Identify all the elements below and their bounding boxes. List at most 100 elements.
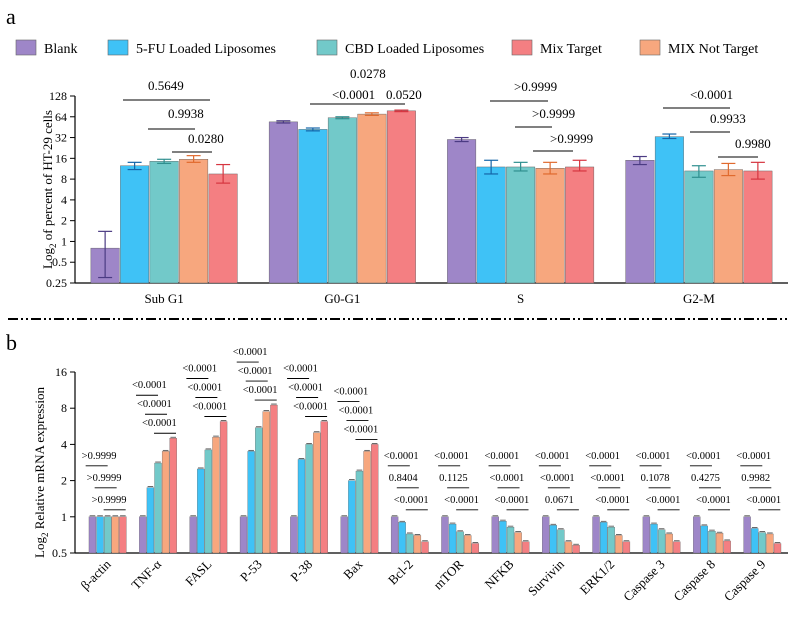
bar-b	[340, 516, 348, 554]
y-tick-label-a: 64	[55, 110, 67, 124]
bar-b	[491, 516, 499, 554]
bar-b	[204, 449, 213, 554]
bar-b	[313, 432, 321, 554]
category-label-b: Survivin	[525, 556, 568, 599]
p-value-b: <0.0001	[293, 402, 328, 413]
p-value-b: <0.0001	[686, 451, 721, 462]
category-label-b: NFKB	[482, 556, 517, 591]
legend-label: MIX Not Target	[668, 42, 758, 57]
p-value-b: <0.0001	[394, 495, 429, 506]
p-value-b: <0.0001	[696, 495, 731, 506]
legend-label: Mix Target	[540, 42, 602, 57]
p-value-a: >0.9999	[514, 79, 557, 94]
p-value-b: <0.0001	[746, 495, 781, 506]
p-value-b: >0.9999	[87, 473, 122, 484]
p-value-a: 0.9938	[168, 106, 204, 121]
bar-b	[96, 516, 104, 554]
bar-b	[146, 487, 155, 554]
bar-b	[542, 516, 550, 554]
p-value-b: >0.9999	[82, 451, 117, 462]
bar-a	[743, 170, 773, 284]
bar-a	[386, 110, 416, 284]
p-value-b: <0.0001	[384, 451, 419, 462]
p-value-b: <0.0001	[490, 473, 525, 484]
legend-label: Blank	[44, 42, 77, 57]
y-tick-label-a: 8	[61, 172, 67, 186]
p-value-b: <0.0001	[736, 451, 771, 462]
category-label-a: G0-G1	[324, 291, 360, 306]
bar-b	[572, 545, 580, 554]
p-value-b: >0.9999	[92, 495, 127, 506]
category-label-b: ERK1/2	[577, 557, 618, 598]
y-label-log-a: Log	[40, 248, 55, 269]
p-value-b: <0.0001	[283, 364, 318, 375]
bar-b	[708, 530, 716, 554]
p-value-b: <0.0001	[338, 405, 373, 416]
y-tick-label-b: 0.5	[52, 546, 67, 560]
p-value-a: <0.0001	[690, 87, 733, 102]
p-value-a: 0.9933	[710, 111, 746, 126]
p-value-a: <0.0001	[332, 87, 375, 102]
p-value-b: <0.0001	[485, 451, 520, 462]
bar-b	[751, 528, 759, 554]
bar-a	[535, 168, 565, 284]
bar-b	[320, 421, 328, 554]
y-tick-label-b: 2	[61, 474, 67, 488]
y-tick-label-a: 2	[61, 214, 67, 228]
bar-a	[120, 165, 150, 284]
bar-b	[723, 540, 731, 554]
bar-b	[219, 421, 228, 554]
bar-b	[104, 516, 112, 554]
category-label-b: β-actin	[78, 556, 115, 593]
y-tick-label-a: 0.25	[46, 276, 67, 290]
y-tick-label-b: 16	[55, 365, 67, 379]
bar-b	[673, 541, 681, 554]
p-value-b: <0.0001	[187, 383, 222, 394]
bar-a	[625, 160, 655, 284]
bar-b	[305, 444, 313, 554]
p-value-b: <0.0001	[540, 473, 575, 484]
p-value-b: <0.0001	[495, 495, 530, 506]
bar-b	[464, 535, 472, 554]
p-value-b: <0.0001	[333, 386, 368, 397]
bar-b	[766, 533, 774, 554]
bar-b	[607, 527, 615, 554]
bar-b	[592, 516, 600, 554]
p-value-b: 0.9982	[741, 473, 770, 484]
p-value-b: <0.0001	[535, 451, 570, 462]
p-value-a: 0.0278	[350, 66, 386, 81]
bar-a	[565, 166, 595, 284]
p-value-b: <0.0001	[595, 495, 630, 506]
bar-b	[514, 532, 522, 554]
bar-b	[189, 516, 197, 554]
bar-a	[357, 113, 387, 284]
p-value-b: <0.0001	[233, 347, 268, 358]
bar-b	[348, 480, 356, 554]
p-value-b: <0.0001	[343, 424, 378, 435]
p-value-b: <0.0001	[182, 364, 217, 375]
bar-b	[270, 404, 278, 554]
p-value-b: <0.0001	[238, 366, 273, 377]
p-value-a: >0.9999	[532, 106, 575, 121]
p-value-b: <0.0001	[434, 451, 469, 462]
y-label-rest-b: Relative mRNA expression	[32, 387, 47, 533]
p-value-b: <0.0001	[132, 380, 167, 391]
bar-b	[398, 522, 406, 554]
bar-a	[179, 159, 209, 284]
bar-b	[599, 522, 608, 554]
bar-b	[390, 516, 399, 554]
bar-b	[506, 527, 515, 554]
bar-b	[363, 451, 371, 554]
category-label-b: TNF-α	[128, 556, 164, 592]
bar-b	[212, 436, 220, 554]
p-value-b: 0.8404	[389, 473, 419, 484]
bar-a	[327, 117, 357, 284]
bar-b	[622, 541, 631, 554]
bar-b	[111, 516, 119, 554]
y-label-sub-b: 2	[40, 533, 50, 538]
bar-b	[413, 535, 422, 554]
category-label-b: Caspase 3	[620, 557, 668, 605]
legend-swatch	[15, 39, 37, 56]
